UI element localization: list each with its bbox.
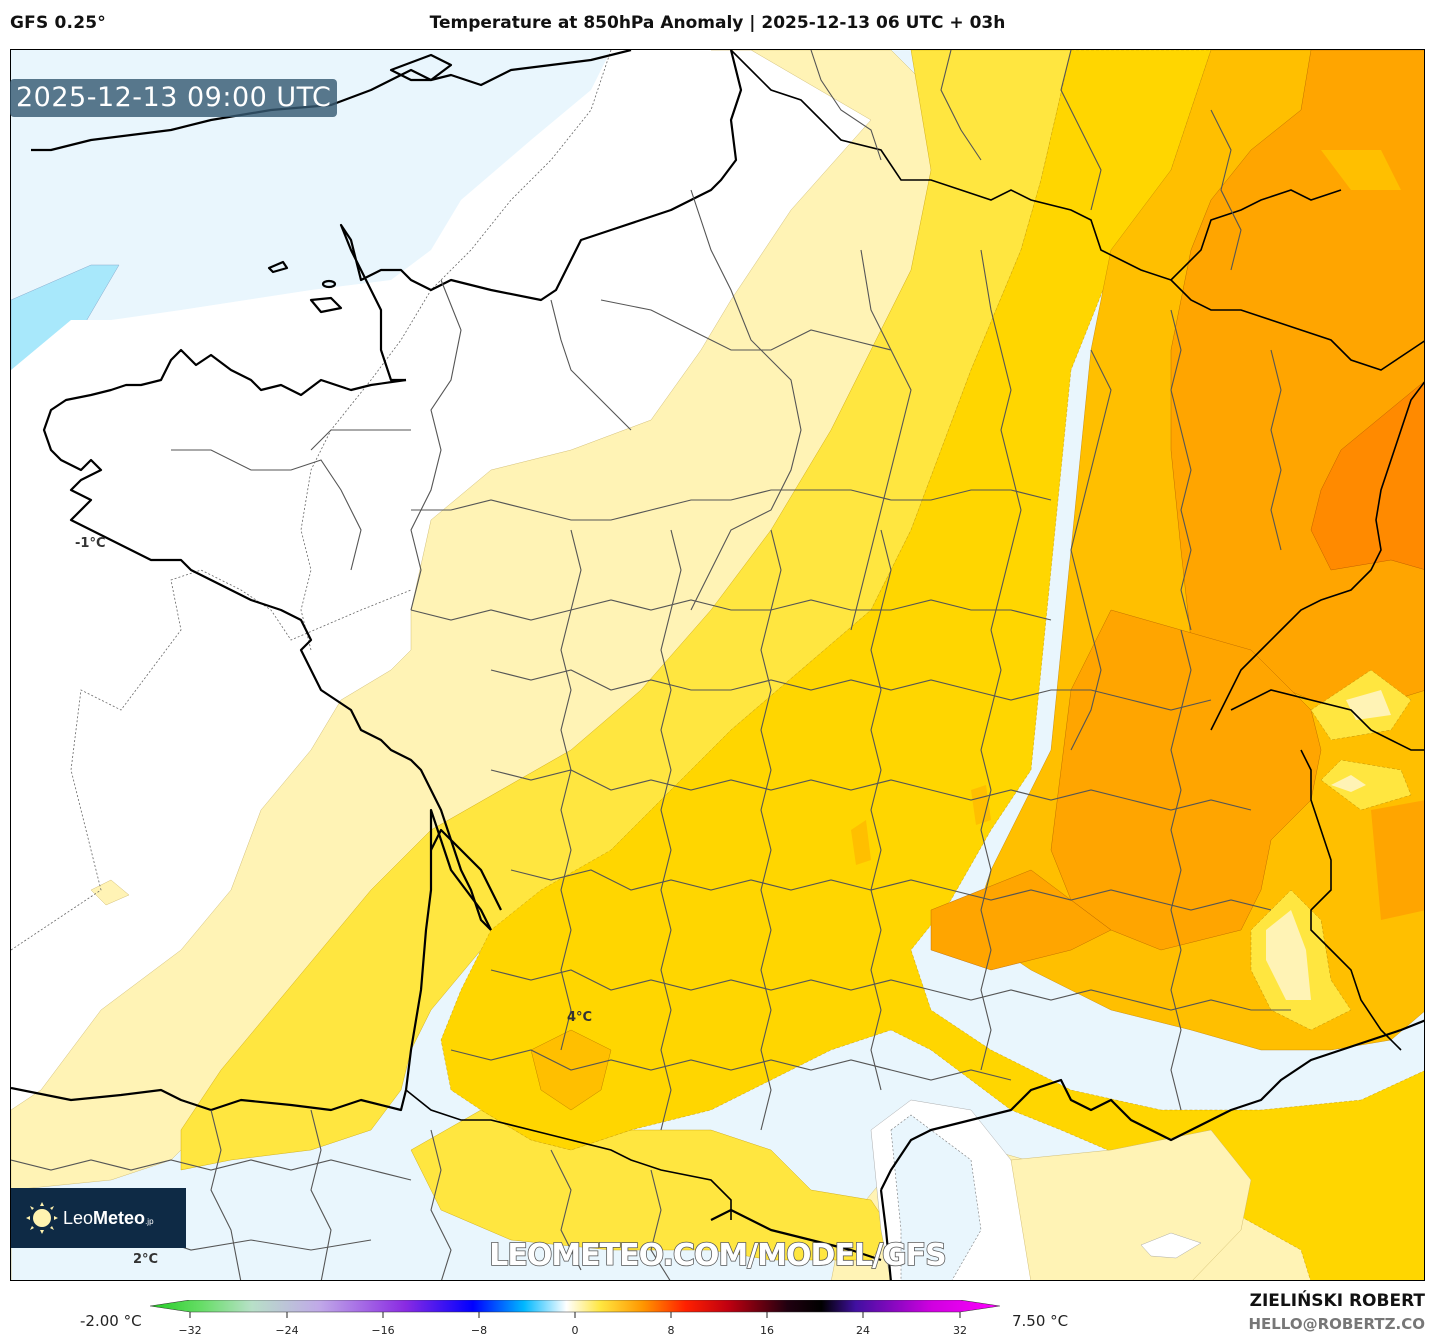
colorbar-tick: 8 [667,1324,675,1337]
logo-wordmark: LeoMeteo.jp [63,1207,154,1228]
colorbar-gradient [149,1299,1001,1318]
colorbar-tick: 32 [953,1324,967,1337]
chart-title: Temperature at 850hPa Anomaly | 2025-12-… [429,13,1006,33]
anomaly-map[interactable]: -1°C 4°C 2°C [10,49,1425,1281]
colorbar-tick: −32 [178,1324,202,1337]
model-label: GFS 0.25° [10,13,106,33]
sun-icon [25,1201,59,1235]
colorbar-tick: 24 [856,1324,870,1337]
colorbar-tick: −24 [275,1324,299,1337]
author-name: ZIELIŃSKI ROBERT [1249,1291,1425,1311]
contour-label-4: 4°C [567,1010,593,1025]
contour-label-2: 2°C [133,1252,159,1267]
contour-label-neg1: -1°C [75,536,106,551]
author-email[interactable]: HELLO@ROBERTZ.CO [1248,1315,1425,1333]
colorbar-tick: −16 [371,1324,395,1337]
colorbar-max-label: 7.50 °C [1012,1312,1069,1330]
map-canvas [11,50,1424,1280]
colorbar-tick: −8 [470,1324,488,1337]
colorbar-min-label: -2.00 °C [80,1312,142,1330]
valid-time-badge: 2025-12-13 09:00 UTC [10,79,338,117]
colorbar-tick: 16 [760,1324,774,1337]
leometeo-logo[interactable]: LeoMeteo.jp [11,1188,186,1248]
colorbar-tick: 0 [571,1324,579,1337]
site-watermark: LEOMETEO.COM/MODEL/GFS [488,1237,947,1274]
